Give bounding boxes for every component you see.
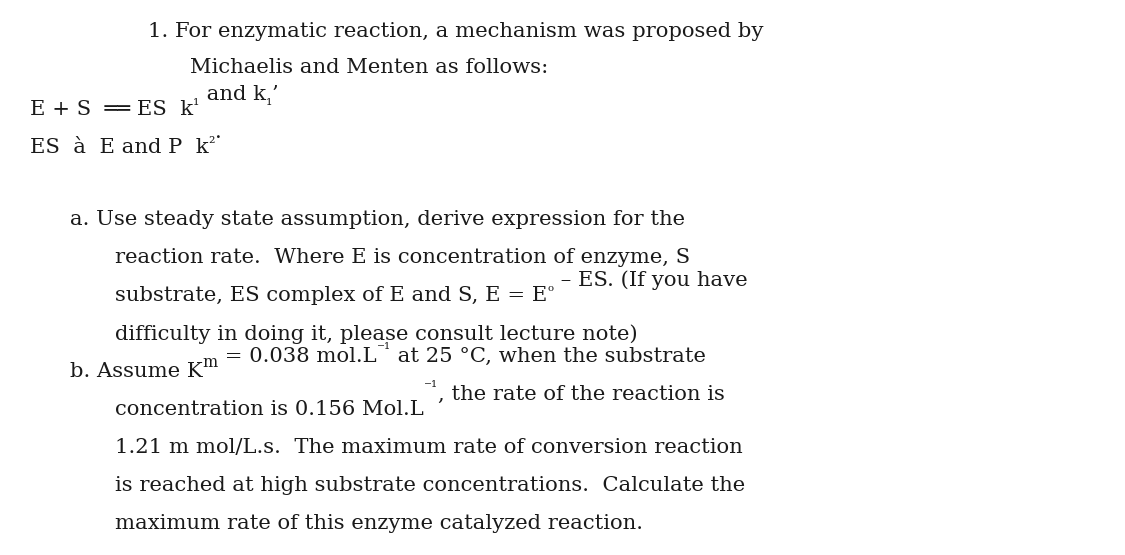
- Text: substrate, ES complex of E and S, E = E: substrate, ES complex of E and S, E = E: [115, 286, 548, 305]
- Text: ’: ’: [272, 85, 279, 104]
- Text: , the rate of the reaction is: , the rate of the reaction is: [438, 385, 724, 404]
- Text: Michaelis and Menten as follows:: Michaelis and Menten as follows:: [190, 58, 548, 77]
- Text: ⁻¹: ⁻¹: [377, 343, 390, 357]
- Text: – ES. (If you have: – ES. (If you have: [554, 270, 747, 290]
- Text: concentration is 0.156 Mol.L: concentration is 0.156 Mol.L: [115, 400, 424, 419]
- Text: ₁: ₁: [193, 92, 199, 109]
- Text: 1.21 m mol/L.s.  The maximum rate of conversion reaction: 1.21 m mol/L.s. The maximum rate of conv…: [115, 438, 743, 457]
- Text: 1. For enzymatic reaction, a mechanism was proposed by: 1. For enzymatic reaction, a mechanism w…: [148, 22, 764, 41]
- Text: ES  à  E and P  k: ES à E and P k: [30, 138, 208, 157]
- Text: is reached at high substrate concentrations.  Calculate the: is reached at high substrate concentrati…: [115, 476, 745, 495]
- Text: m: m: [202, 354, 218, 371]
- Text: ⁻¹: ⁻¹: [424, 381, 438, 395]
- Text: b. Assume K: b. Assume K: [70, 362, 202, 381]
- Text: difficulty in doing it, please consult lecture note): difficulty in doing it, please consult l…: [115, 324, 638, 344]
- Text: and k: and k: [199, 85, 266, 104]
- Text: = 0.038 mol.L: = 0.038 mol.L: [218, 347, 377, 366]
- Text: a. Use steady state assumption, derive expression for the: a. Use steady state assumption, derive e…: [70, 210, 685, 229]
- Text: E + S  ══ ES  k: E + S ══ ES k: [30, 100, 194, 119]
- Text: reaction rate.  Where E is concentration of enzyme, S: reaction rate. Where E is concentration …: [115, 248, 690, 267]
- Text: ₒ: ₒ: [548, 278, 554, 295]
- Text: ₂: ₂: [208, 130, 215, 147]
- Text: maximum rate of this enzyme catalyzed reaction.: maximum rate of this enzyme catalyzed re…: [115, 514, 644, 533]
- Text: at 25 °C, when the substrate: at 25 °C, when the substrate: [390, 347, 705, 366]
- Text: .: .: [215, 123, 222, 142]
- Text: ₁: ₁: [266, 92, 272, 109]
